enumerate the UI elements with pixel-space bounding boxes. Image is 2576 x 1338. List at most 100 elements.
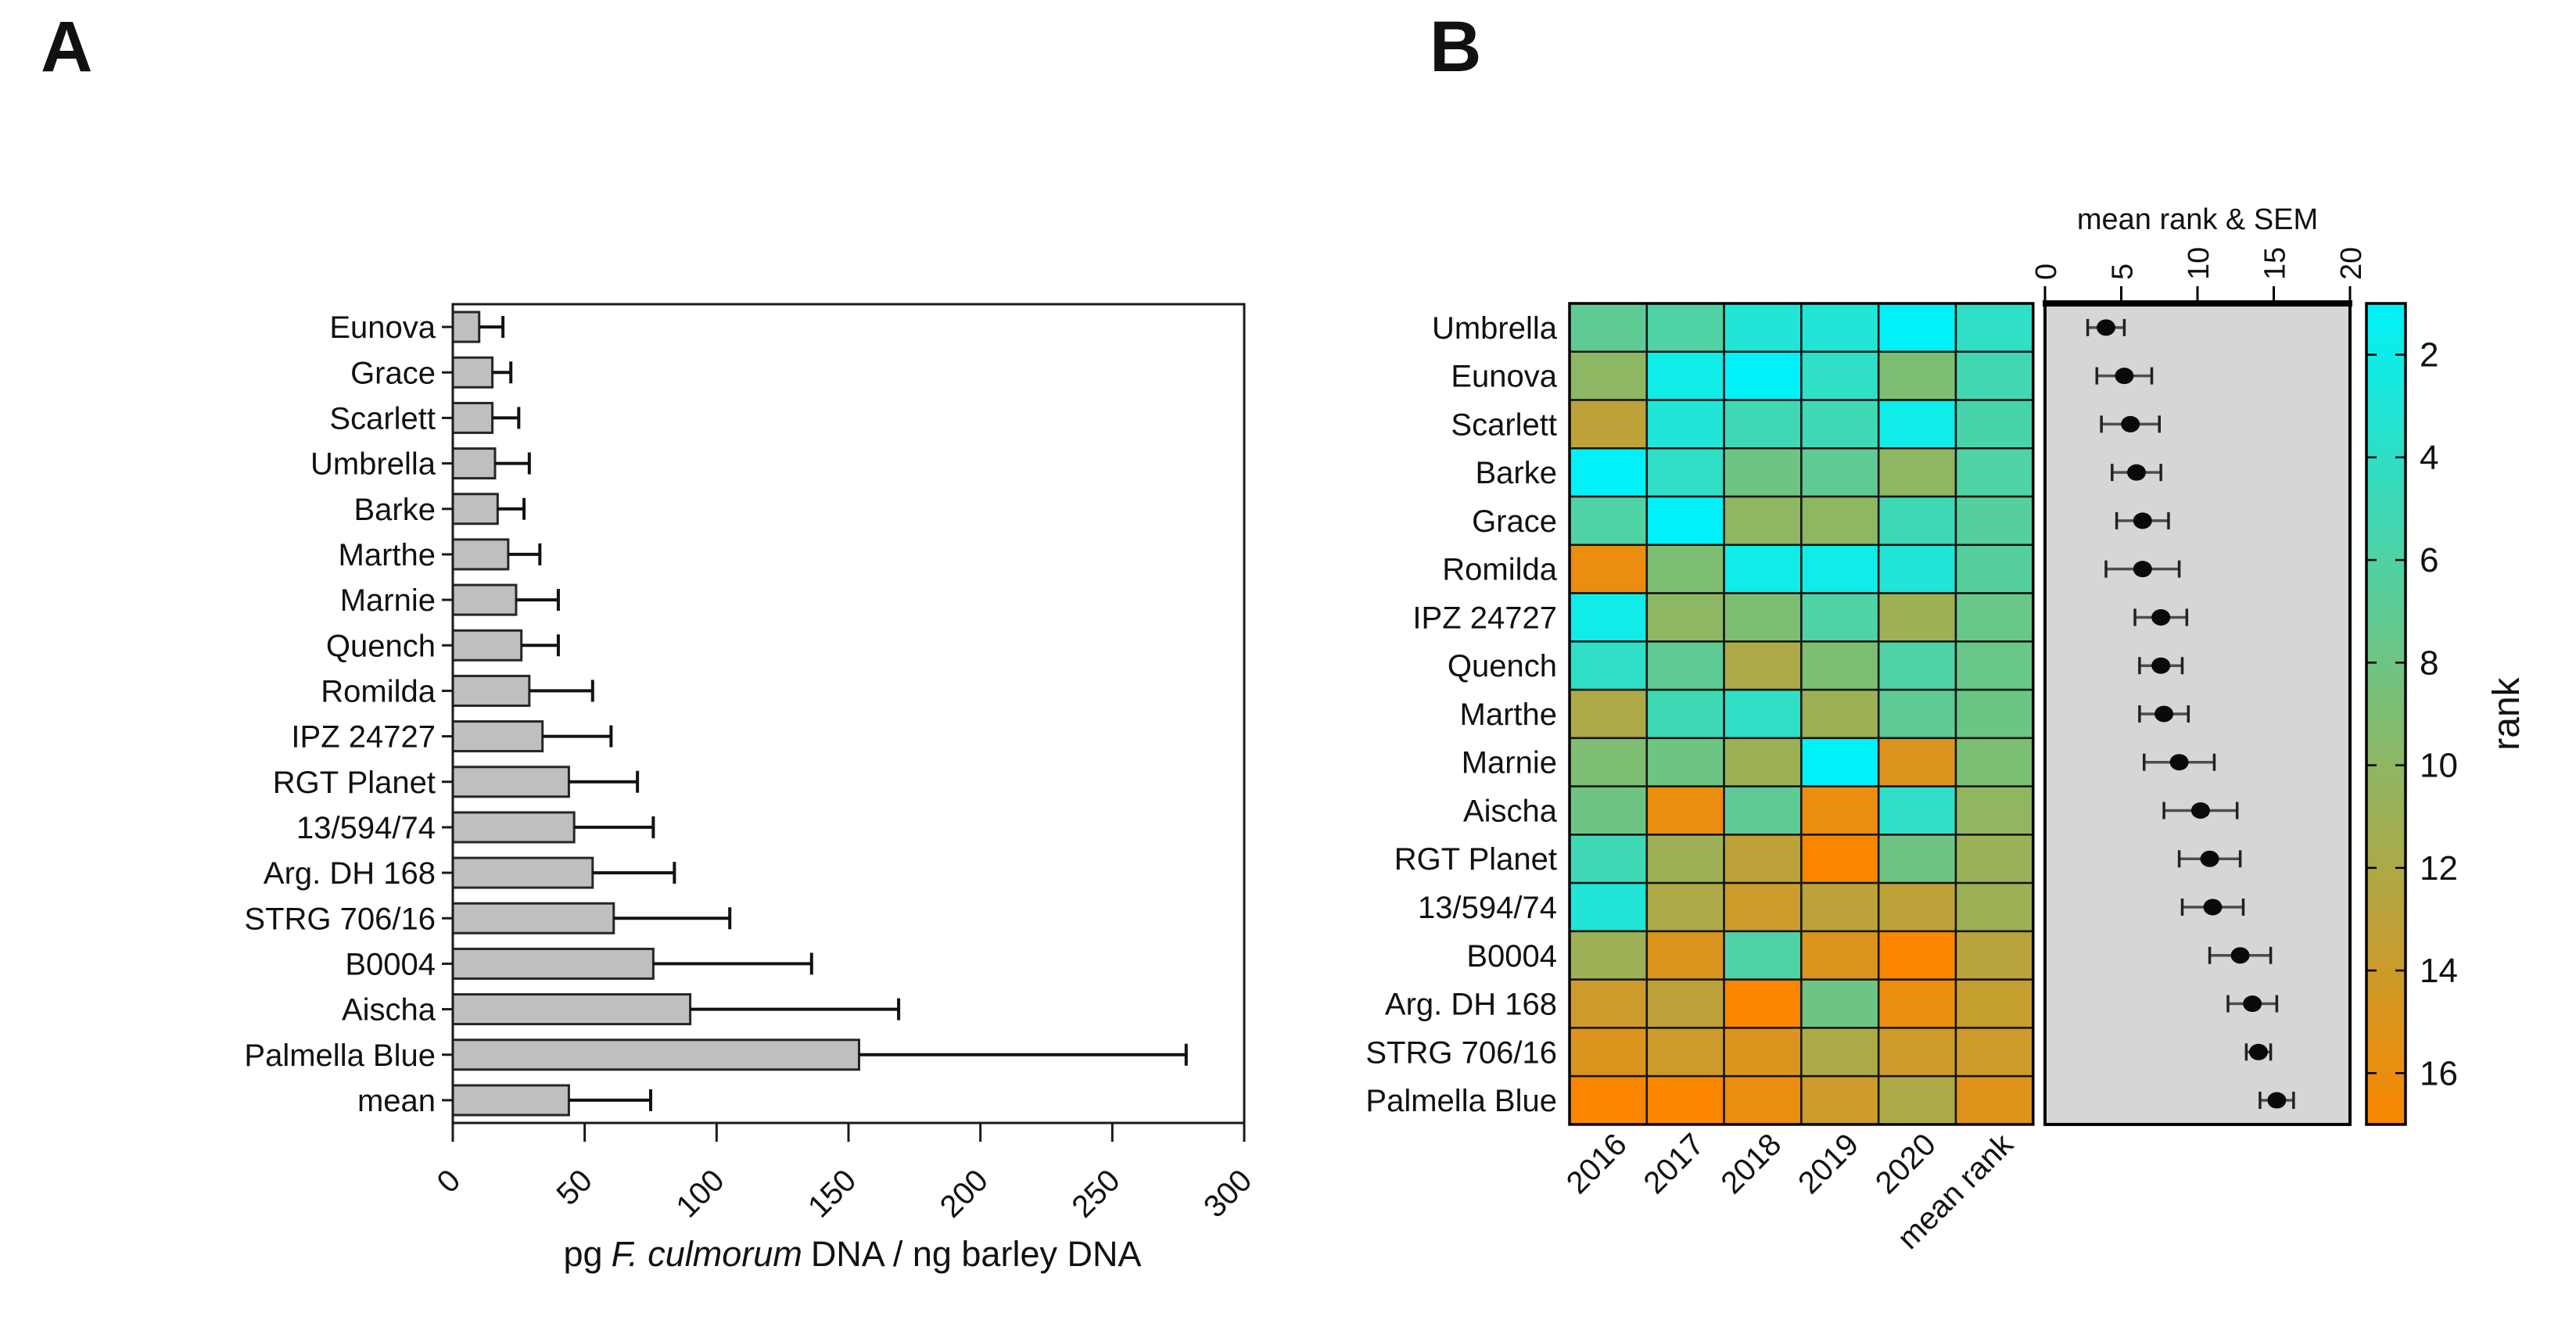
heatmap-cell [1568,688,1649,740]
mean-rank-point [2151,608,2171,626]
dotplot-tick-label: 20 [2335,247,2368,280]
heatmap-cell [1723,543,1803,594]
mean-rank-point [2133,512,2152,529]
heatmap-cell [1723,592,1803,643]
category-label: Barke [354,493,436,527]
bar [451,538,510,571]
heatmap-cell [1800,785,1880,836]
heatmap-cell [1800,350,1880,401]
heatmap-cell [1723,495,1803,547]
mean-rank-point [2151,657,2171,674]
heatmap-cell [1645,930,1725,981]
mean-rank-point [2169,754,2189,771]
heatmap-cell [1800,399,1880,450]
heatmap-cell [1645,834,1725,884]
heatmap-col-label: 2017 [1638,1127,1711,1200]
heatmap-cell [1800,592,1880,643]
heatmap-cell [1723,302,1803,353]
heatmap-cell [1800,640,1880,691]
category-label: Scarlett [329,401,436,436]
heatmap-cell [1645,543,1725,594]
mean-rank-point [2190,802,2210,819]
heatmap-cell [1800,834,1880,884]
heatmap-cell [1645,640,1725,691]
heatmap-cell [1723,1027,1803,1078]
heatmap-row-label: Romilda [1442,553,1557,587]
heatmap-cell [1877,350,1957,401]
mean-rank-point [2115,368,2134,385]
colorbar-tick-label: 6 [2420,541,2438,579]
heatmap-cell [1723,930,1803,981]
heatmap-cell [1877,737,1957,787]
heatmap-cell [1877,978,1957,1029]
heatmap-cell [1645,688,1725,740]
heatmap-cell [1877,447,1957,498]
heatmap-cell [1954,688,2035,740]
heatmap-cell [1645,495,1725,547]
colorbar-tick-label: 4 [2420,439,2438,477]
mean-rank-point [2203,899,2223,916]
heatmap-cell [1723,978,1803,1029]
heatmap-cell [1723,834,1803,884]
heatmap-cell [1954,543,2035,594]
xaxis-title-prefix: pg [563,1234,603,1274]
mean-rank-point [2243,995,2262,1013]
bar [451,947,655,980]
mean-rank-point [2154,705,2174,723]
x-tick-label: 200 [934,1163,995,1224]
heatmap-cell [1723,785,1803,836]
heatmap-cell [1800,447,1880,498]
category-label: IPZ 24727 [291,720,436,755]
heatmap-cell [1954,1074,2035,1126]
colorbar-tick-label: 2 [2420,336,2438,375]
heatmap-cell [1954,640,2035,691]
category-label: Grace [350,356,436,390]
heatmap-cell [1877,592,1957,643]
heatmap-cell [1568,350,1649,401]
heatmap-cell [1954,785,2035,836]
heatmap-cell [1954,978,2035,1029]
mean-rank-point [2230,947,2250,964]
x-tick-label: 100 [669,1163,730,1224]
x-tick-label: 250 [1065,1163,1126,1224]
panel-a-xaxis-title: pg F. culmorum DNA / ng barley DNA [457,1234,1247,1275]
category-label: RGT Planet [273,766,436,800]
heatmap-cell [1954,737,2035,787]
heatmap-cell [1954,592,2035,643]
heatmap-cell [1877,834,1957,884]
heatmap-cell [1568,399,1649,450]
heatmap-cell [1800,1074,1880,1126]
heatmap-cell [1645,399,1725,450]
x-tick-label: 0 [431,1163,468,1200]
category-label: Romilda [321,674,436,708]
heatmap-cell [1568,881,1649,933]
heatmap-row-label: Umbrella [1432,311,1558,346]
category-label: Marthe [339,538,436,572]
heatmap-cell [1877,785,1957,836]
category-label: Umbrella [310,447,436,482]
mean-rank-point [2249,1043,2268,1060]
category-label: Marnie [340,583,436,618]
mean-rank-point [2097,319,2115,336]
bar [451,674,531,707]
heatmap-row-label: Grace [1472,504,1557,539]
category-label: Arg. DH 168 [264,856,436,891]
heatmap-cell [1568,495,1649,547]
heatmap-cell [1568,785,1649,836]
panel-b-heatmap: Umbrella Eunova Scarlett Barke Grace Romilda I… [1365,302,2035,1256]
mean-rank-point [2121,415,2140,432]
colorbar-tick-label: 14 [2420,952,2458,990]
bar [451,629,523,662]
panel-b-colorbar: 2 4 6 8 10 12 14 16 [2365,302,2458,1126]
heatmap-row-label: Arg. DH 168 [1385,988,1557,1022]
heatmap-cell [1568,1027,1649,1078]
heatmap-cell [1877,495,1957,547]
heatmap-cell [1645,737,1725,787]
dotplot-tick-label: 0 [2030,264,2063,280]
bar [451,720,544,753]
dotplot-tick-label: 10 [2183,247,2215,280]
heatmap-cell [1954,834,2035,884]
heatmap-cell [1568,834,1649,884]
